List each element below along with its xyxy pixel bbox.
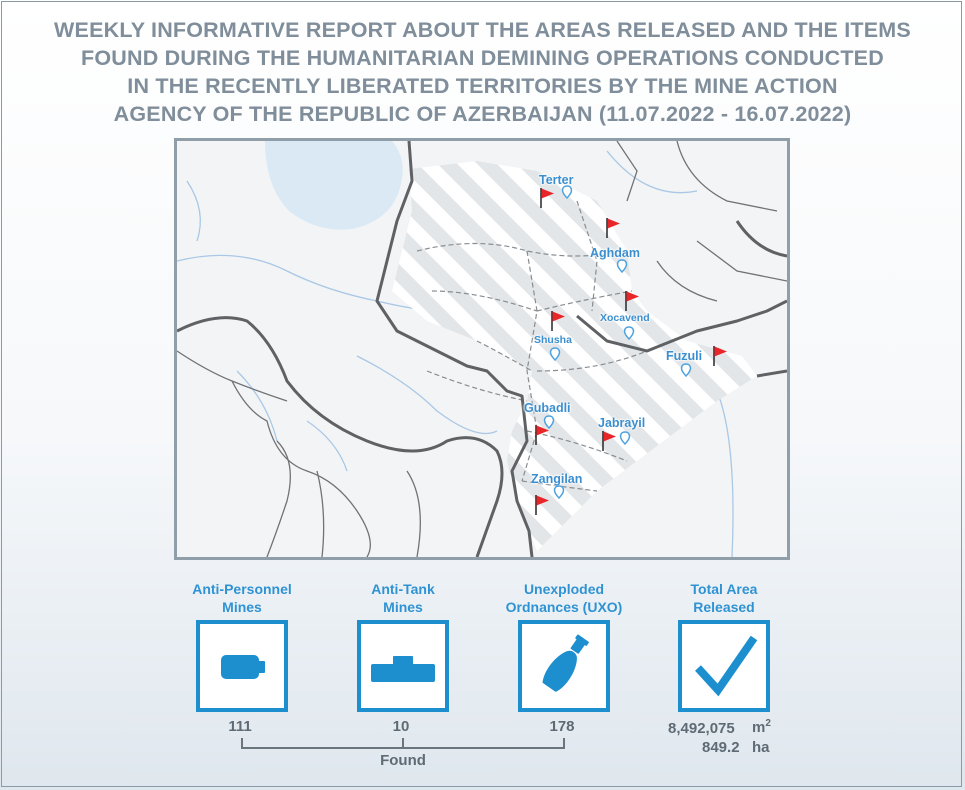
uxo-count: 178 (549, 718, 575, 735)
liberated-territories-area (392, 161, 757, 551)
map-pin-icon (680, 363, 692, 377)
city-label-terter: Terter (539, 173, 574, 187)
title-line-1: WEEKLY INFORMATIVE REPORT ABOUT THE AREA… (54, 18, 911, 42)
uxo-label: Unexploded Ordnances (UXO) (505, 581, 623, 615)
map-pin-icon (623, 326, 635, 340)
title-line-4: AGENCY OF THE REPUBLIC OF AZERBAIJAN (11… (113, 102, 852, 126)
anti-tank-box (357, 620, 449, 712)
total-area-m2-unit: m2 (752, 718, 771, 736)
city-label-fuzuli: Fuzuli (666, 349, 703, 363)
found-bracket (241, 738, 565, 749)
map-drawing (177, 141, 787, 557)
district-borders (416, 200, 648, 492)
anti-personnel-box (196, 620, 288, 712)
red-flag-icon (535, 425, 549, 445)
uxo-bomb-icon (542, 634, 589, 692)
anti-personnel-mine-icon (221, 655, 265, 679)
anti-personnel-label: Anti-Personnel Mines (192, 581, 292, 615)
map-pin-icon (561, 185, 573, 199)
red-flag-icon (535, 495, 549, 515)
city-label-xocavend: Xocavend (600, 312, 650, 324)
map-pin-icon (549, 347, 561, 361)
red-flag-icon (713, 346, 727, 366)
city-label-gubadli: Gubadli (524, 401, 571, 415)
report-title: WEEKLY INFORMATIVE REPORT ABOUT THE AREA… (0, 16, 965, 128)
anti-personnel-count: 111 (228, 718, 252, 735)
red-flag-icon (606, 218, 620, 238)
total-area-label: Total Area Released (690, 581, 758, 615)
map-pin-icon (553, 485, 565, 499)
anti-tank-count: 10 (392, 718, 410, 735)
region-map: Terter Aghdam Xocavend Shusha Fuzuli Gub… (174, 138, 790, 560)
map-pin-icon (616, 259, 628, 273)
total-area-ha-value: 849.2 (702, 739, 740, 756)
map-pin-icon (543, 415, 555, 429)
city-label-aghdam: Aghdam (590, 246, 640, 260)
city-label-shusha: Shusha (534, 334, 572, 346)
red-flag-icon (551, 311, 565, 331)
anti-tank-mine-icon (371, 656, 435, 682)
red-flag-icon (602, 431, 616, 451)
city-label-jabrayil: Jabrayil (598, 416, 646, 430)
uxo-box (518, 620, 610, 712)
found-label: Found (380, 752, 426, 769)
red-flag-icon (625, 291, 639, 311)
country-borders (177, 141, 787, 557)
total-area-ha-unit: ha (752, 739, 770, 756)
lake (265, 141, 403, 230)
city-label-zangilan: Zangilan (531, 472, 583, 486)
title-line-2: FOUND DURING THE HUMANITARIAN DEMINING O… (81, 46, 884, 70)
red-flag-icon (540, 188, 554, 208)
checkmark-icon (695, 635, 758, 697)
total-area-box (678, 620, 770, 712)
map-pin-icon (619, 431, 631, 445)
title-line-3: IN THE RECENTLY LIBERATED TERRITORIES BY… (127, 74, 838, 98)
administrative-borders (177, 141, 787, 557)
anti-tank-label: Anti-Tank Mines (371, 581, 435, 615)
total-area-m2-value: 8,492,075 (668, 720, 735, 737)
